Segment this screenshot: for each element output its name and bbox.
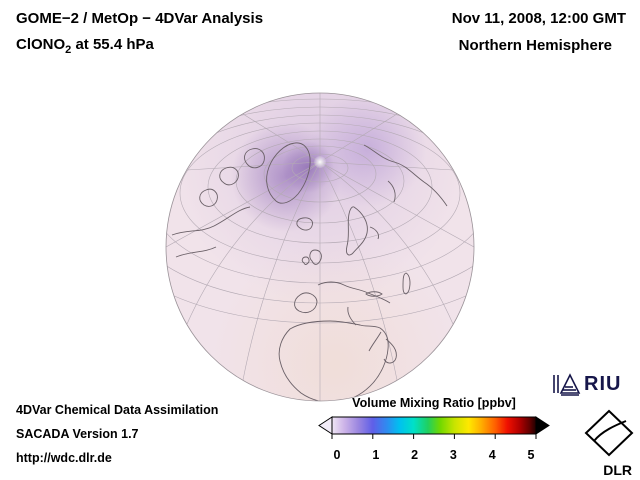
colorbar-left-arrow xyxy=(318,416,333,435)
globe-rim xyxy=(165,92,475,402)
continent-outlines xyxy=(171,142,448,401)
tick-label-2: 2 xyxy=(411,448,419,462)
tick-label-0: 0 xyxy=(333,448,341,462)
globe-map xyxy=(160,87,480,407)
tick-label-4: 4 xyxy=(488,448,496,462)
pole-marker xyxy=(314,156,326,168)
riu-logo-text: RIU xyxy=(584,372,622,395)
colorbar-title: Volume Mixing Ratio [ppbv] xyxy=(352,396,516,410)
tick-label-3: 3 xyxy=(449,448,457,462)
riu-logo-icon xyxy=(553,373,581,396)
colorbar-gradient xyxy=(318,416,550,439)
dlr-logo: DLR xyxy=(570,409,634,478)
credit-line-url: http://wdc.dlr.de xyxy=(16,451,112,465)
dlr-logo-icon xyxy=(584,409,634,457)
graticule-lines xyxy=(166,93,474,401)
credit-line-assimilation: 4DVar Chemical Data Assimilation xyxy=(16,403,219,417)
figure-title-block: GOME−2 / MetOp − 4DVar Analysis ClONO2 a… xyxy=(16,10,263,56)
hemisphere-label: Northern Hemisphere xyxy=(458,37,612,54)
tick-label-5: 5 xyxy=(527,448,535,462)
credit-line-version: SACADA Version 1.7 xyxy=(16,427,139,441)
datetime-block: Nov 11, 2008, 12:00 GMT Northern Hemisph… xyxy=(452,10,626,54)
colorbar-tickmarks xyxy=(331,434,537,439)
colorbar-tick-labels: 0 1 2 3 4 5 xyxy=(332,448,536,462)
figure-title-line1: GOME−2 / MetOp − 4DVar Analysis xyxy=(16,10,264,27)
chemical-subscript: 2 xyxy=(65,44,72,56)
globe-svg xyxy=(165,92,475,402)
colorbar: Volume Mixing Ratio [ppbv] xyxy=(318,396,550,462)
datetime-label: Nov 11, 2008, 12:00 GMT xyxy=(451,10,626,27)
riu-logo: RIU xyxy=(552,369,632,399)
colorbar-right-arrow xyxy=(535,416,550,435)
tick-label-1: 1 xyxy=(372,448,380,462)
dlr-logo-text: DLR xyxy=(603,462,632,478)
figure-title-line2: ClONO2 at 55.4 hPa xyxy=(16,36,154,56)
